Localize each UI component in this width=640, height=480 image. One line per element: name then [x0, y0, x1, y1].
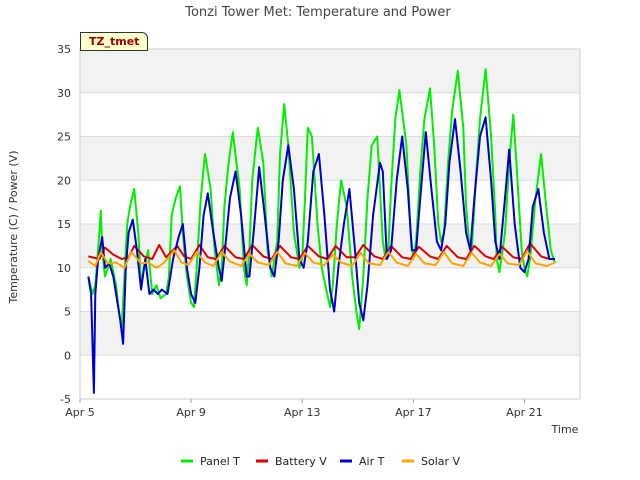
- x-tick-label: Apr 5: [65, 406, 95, 419]
- y-axis-ticks: -5 0 5 10 15 20 25 30 35: [57, 43, 71, 406]
- site-tag-label: TZ_tmet: [80, 32, 149, 51]
- y-tick-label: 20: [57, 174, 71, 187]
- y-tick-label: 30: [57, 87, 71, 100]
- x-axis-label: Time: [551, 423, 579, 436]
- legend-label-air-t: Air T: [359, 455, 385, 468]
- plot-border: [79, 48, 581, 400]
- legend-label-panel-t: Panel T: [200, 455, 240, 468]
- series-line-air-t: [87, 116, 555, 394]
- y-tick-label: 15: [57, 218, 71, 231]
- y-tick-label: 10: [57, 262, 71, 275]
- y-tick-label: 35: [57, 43, 71, 56]
- y-tick-label: 0: [64, 349, 71, 362]
- y-tick-label: 5: [64, 306, 71, 319]
- series-line-battery-v: [88, 242, 555, 260]
- legend: Panel T Battery V Air T Solar V: [181, 455, 461, 468]
- y-tick-label: -5: [60, 393, 71, 406]
- background-band: [80, 136, 580, 181]
- legend-label-solar-v: Solar V: [421, 455, 461, 468]
- series-line-panel-t: [87, 68, 556, 330]
- x-tick-label: Apr 9: [176, 406, 206, 419]
- x-tick-label: Apr 17: [395, 406, 432, 419]
- series-lines: [87, 68, 556, 394]
- x-tick-label: Apr 13: [284, 406, 321, 419]
- y-axis-label: Temperature (C) / Power (V): [7, 150, 20, 304]
- y-tick-label: 25: [57, 131, 71, 144]
- legend-label-battery-v: Battery V: [275, 455, 327, 468]
- background-band: [80, 311, 580, 356]
- background-band: [80, 49, 580, 93]
- chart-title: Tonzi Tower Met: Temperature and Power: [184, 5, 451, 20]
- x-axis-ticks: Apr 5 Apr 9 Apr 13 Apr 17 Apr 21: [65, 399, 543, 419]
- series-line-solar-v: [87, 249, 556, 269]
- x-tick-label: Apr 21: [506, 406, 543, 419]
